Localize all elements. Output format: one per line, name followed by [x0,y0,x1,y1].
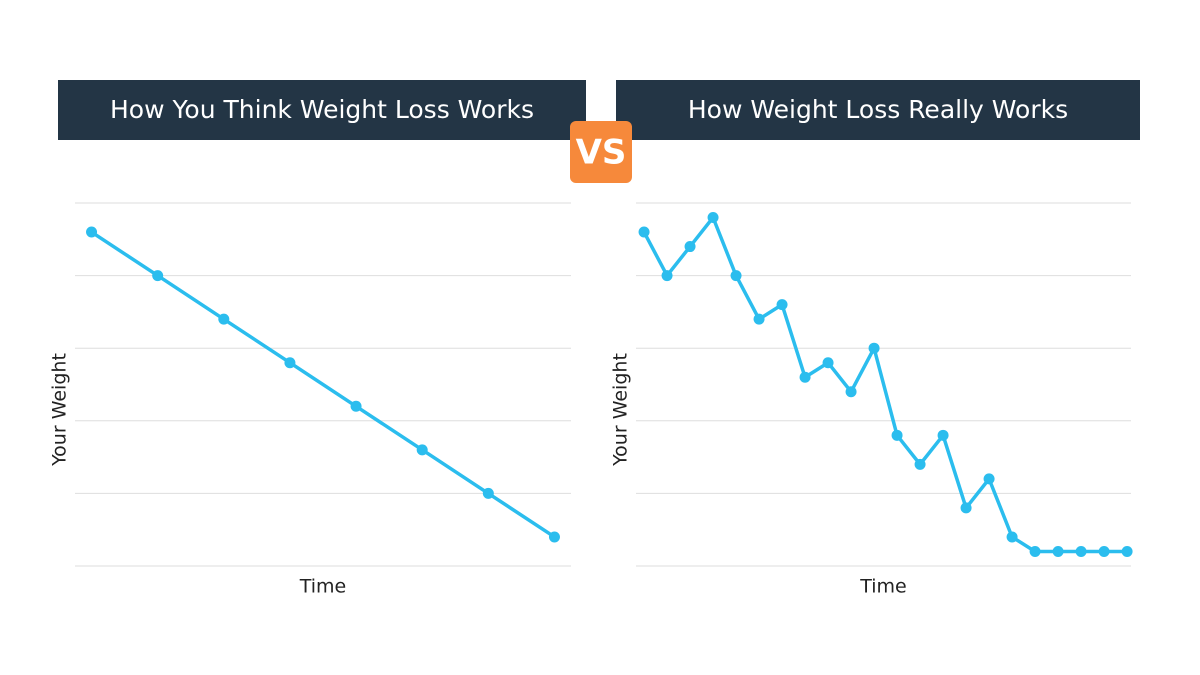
data-point [684,241,696,253]
data-point [1052,545,1064,557]
data-point [661,270,673,282]
data-point [638,226,650,238]
data-point [776,299,788,311]
data-point [753,313,765,325]
data-point [983,473,995,485]
data-point [350,400,362,412]
data-point [707,212,719,224]
x-axis-label: Time [299,576,347,598]
vs-text: VS [576,133,627,173]
y-axis-label: Your Weight [49,353,71,467]
title-box [58,80,586,140]
data-point [1006,531,1018,543]
data-point [86,226,98,238]
data-point [914,458,926,470]
title-box [616,80,1140,140]
data-point [416,444,428,456]
vs-badge [570,121,632,183]
chart-title: How Weight Loss Really Works [688,95,1068,124]
data-point [548,531,560,543]
data-point [799,371,811,383]
y-axis-label: Your Weight [610,353,632,467]
data-point [845,386,857,398]
data-line [90,230,556,539]
data-point [822,357,834,369]
x-axis-label: Time [859,576,907,598]
data-point [891,429,903,441]
data-point [482,487,494,499]
data-line [642,215,1128,554]
data-point [1098,545,1110,557]
data-point [937,429,949,441]
data-point [1121,545,1133,557]
chart-title: How You Think Weight Loss Works [110,95,534,124]
data-point [730,270,742,282]
data-point [868,342,880,354]
data-point [284,357,296,369]
data-point [960,502,972,514]
data-point [1029,545,1041,557]
data-point [218,313,230,325]
data-point [1075,545,1087,557]
data-point [152,270,164,282]
